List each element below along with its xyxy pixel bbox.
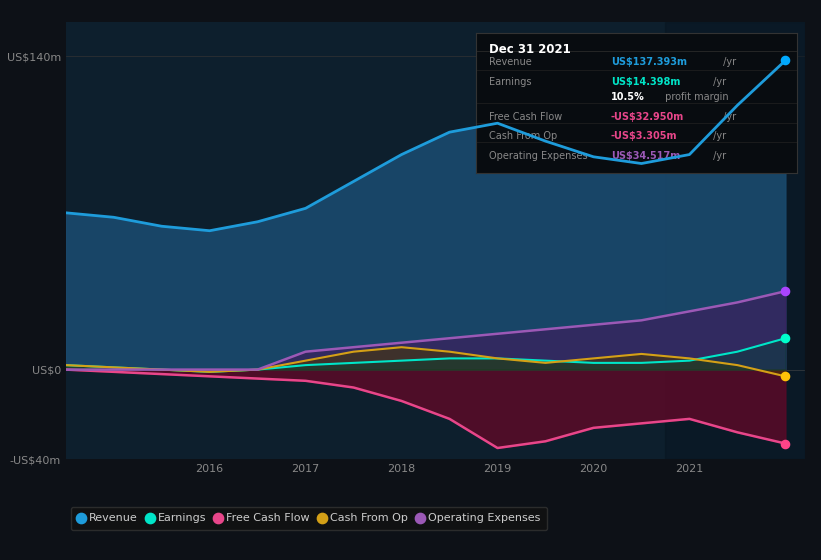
Point bbox=[779, 372, 792, 381]
Point bbox=[779, 56, 792, 65]
Point bbox=[779, 439, 792, 448]
Legend: Revenue, Earnings, Free Cash Flow, Cash From Op, Operating Expenses: Revenue, Earnings, Free Cash Flow, Cash … bbox=[71, 507, 547, 530]
Point bbox=[779, 334, 792, 343]
Point bbox=[779, 287, 792, 296]
Bar bbox=[666, 22, 805, 459]
